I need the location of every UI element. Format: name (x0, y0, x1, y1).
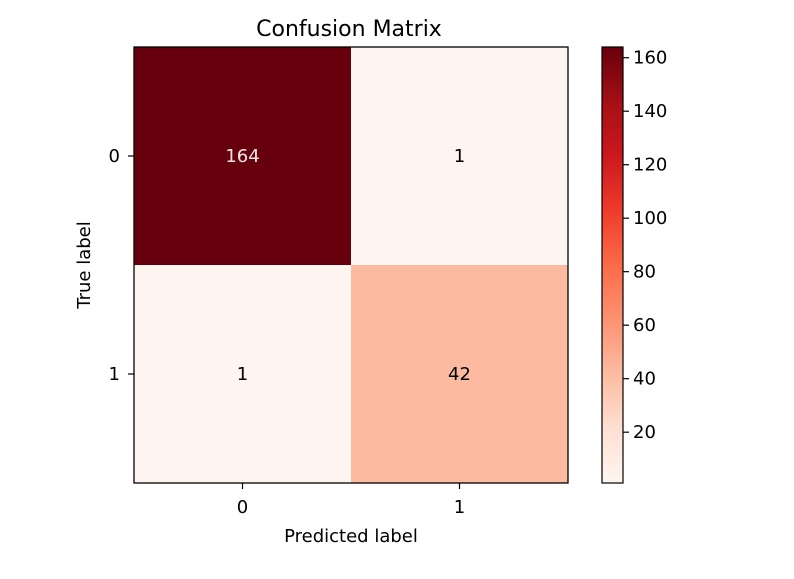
heatmap-cell (134, 47, 351, 265)
y-tick-label: 1 (109, 364, 120, 385)
colorbar-tick-label: 160 (633, 48, 667, 69)
heatmap-cell (351, 265, 568, 483)
colorbar-tick-label: 80 (633, 262, 656, 283)
cell-value-label: 164 (225, 146, 259, 167)
x-tick-label: 0 (237, 497, 248, 518)
colorbar-frame (601, 46, 624, 484)
cell-value-label: 1 (237, 364, 248, 385)
heatmap-cells: 164 1 1 42 (134, 47, 568, 483)
heatmap-cell (351, 47, 568, 265)
matrix-frame (133, 46, 569, 484)
colorbar-tick-label: 120 (633, 155, 667, 176)
colorbar-tick-label: 40 (633, 369, 656, 390)
colorbar-tick-label: 100 (633, 208, 667, 229)
x-axis-label: Predicted label (284, 526, 418, 547)
x-tick-label: 1 (454, 497, 465, 518)
y-tick-label: 0 (109, 146, 120, 167)
y-axis-label: True label (74, 221, 95, 310)
colorbar-tick-label: 140 (633, 101, 667, 122)
y-axis-ticks: 01 (109, 146, 134, 385)
colorbar-gradient (602, 47, 623, 483)
heatmap-cell (134, 265, 351, 483)
colorbar-tick-label: 20 (633, 422, 656, 443)
cell-value-label: 42 (448, 364, 471, 385)
cell-value-label: 1 (454, 146, 465, 167)
chart-title: Confusion Matrix (256, 17, 442, 42)
colorbar-tick-label: 60 (633, 315, 656, 336)
colorbar-ticks: 20 40 60 80 100 120 140 160 (623, 48, 667, 443)
